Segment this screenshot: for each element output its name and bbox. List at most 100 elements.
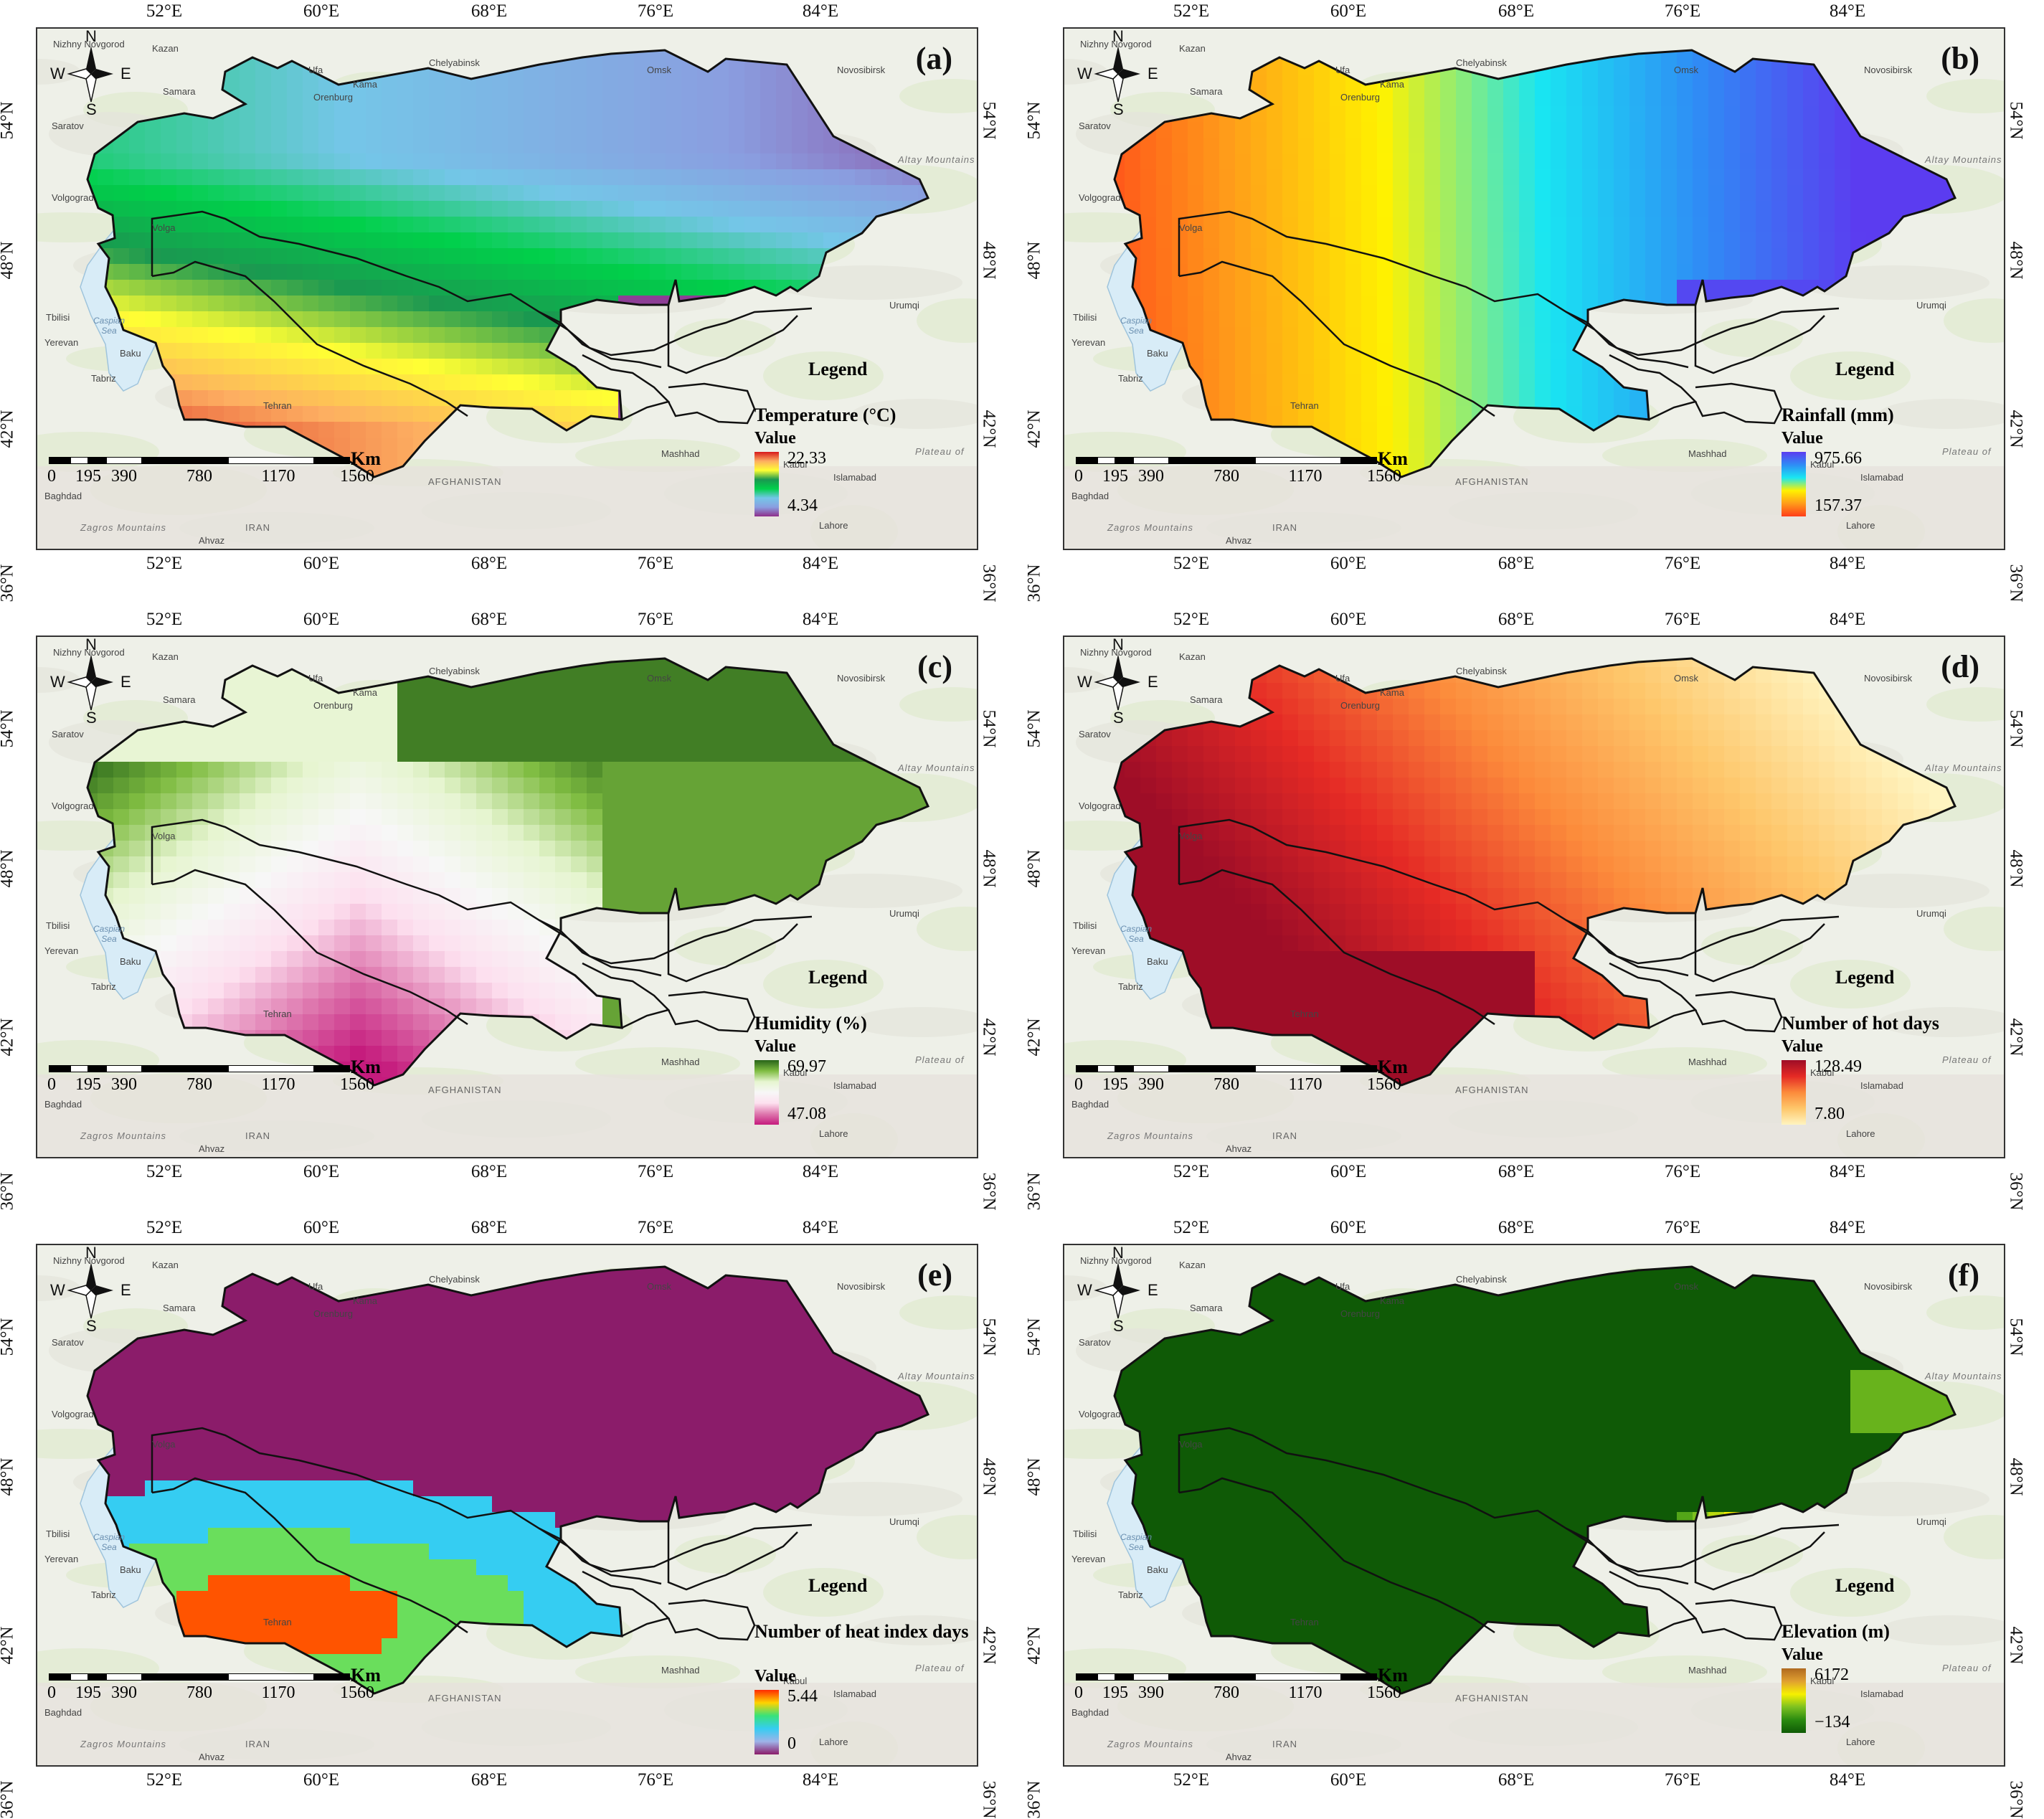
place-label: Volgograd — [1079, 1409, 1121, 1419]
place-label: Tbilisi — [46, 1529, 70, 1539]
place-label: Ufa — [308, 673, 323, 684]
scale-tick: 1170 — [261, 1075, 295, 1095]
place-label: Omsk — [647, 1281, 671, 1292]
scale-tick: 390 — [1138, 1683, 1164, 1703]
place-label: Chelyabinsk — [1456, 666, 1507, 676]
place-label: Altay Mountains — [1925, 762, 2002, 773]
place-label: Kazan — [152, 1260, 179, 1270]
place-label: Volga — [1179, 222, 1203, 233]
place-label: Kazan — [1179, 1260, 1206, 1270]
legend-title: Legend — [1835, 359, 1894, 380]
longitude-tick-bottom: 84°E — [803, 554, 838, 574]
place-label: IRAN — [1272, 1130, 1297, 1141]
scale-tick: 390 — [1138, 467, 1164, 486]
scale-tick: 195 — [1102, 1075, 1128, 1095]
place-label: Samara — [163, 1303, 196, 1313]
scale-tick: 195 — [75, 1075, 101, 1095]
place-label: Novosibirsk — [1864, 673, 1912, 684]
legend-color-ramp — [1782, 1668, 1806, 1733]
place-label: Altay Mountains — [1925, 1371, 2002, 1381]
longitude-tick-bottom: 60°E — [1330, 554, 1366, 574]
latitude-tick-right: 36°N — [2006, 1780, 2026, 1818]
compass-w: W — [50, 1281, 65, 1300]
legend-value-label: Value — [754, 429, 796, 448]
legend-variable: Temperature (°C) — [754, 405, 978, 426]
scale-tick: 1170 — [1288, 1683, 1322, 1703]
place-label: Saratov — [52, 121, 84, 131]
scale-tick: 0 — [1074, 467, 1083, 486]
latitude-tick-left: 42°N — [0, 410, 18, 448]
longitude-tick-bottom: 84°E — [1830, 554, 1865, 574]
latitude-tick-right: 54°N — [2006, 1318, 2026, 1356]
place-label: Plateau of — [915, 446, 965, 457]
legend-value-label: Value — [754, 1667, 796, 1686]
longitude-tick-top: 60°E — [1330, 610, 1366, 630]
place-label: IRAN — [1272, 522, 1297, 533]
place-label: Mashhad — [1688, 1665, 1726, 1676]
longitude-tick-bottom: 84°E — [1830, 1770, 1865, 1790]
longitude-tick-top: 76°E — [638, 1218, 673, 1238]
place-label: Chelyabinsk — [429, 57, 480, 68]
scale-tick: 780 — [1213, 1683, 1239, 1703]
longitude-tick-top: 68°E — [1498, 610, 1534, 630]
place-label: Saratov — [1079, 1337, 1111, 1348]
place-label: Saratov — [52, 729, 84, 740]
latitude-tick-right: 42°N — [2006, 1626, 2026, 1664]
scale-tick: 780 — [1213, 1075, 1239, 1095]
legend-value-label: Value — [1782, 1645, 1823, 1665]
longitude-tick-bottom: 84°E — [803, 1162, 838, 1182]
longitude-tick-top: 84°E — [1830, 1, 1865, 22]
latitude-tick-right: 48°N — [2006, 1457, 2026, 1496]
longitude-tick-top: 84°E — [803, 610, 838, 630]
longitude-tick-top: 52°E — [146, 610, 182, 630]
longitude-tick-top: 76°E — [1665, 1, 1700, 22]
place-label: Ahvaz — [1226, 535, 1252, 546]
longitude-tick-bottom: 68°E — [471, 1770, 507, 1790]
scale-tick: 1560 — [340, 1683, 374, 1703]
place-label: Lahore — [1846, 1128, 1875, 1139]
place-label: Tabriz — [91, 373, 116, 384]
place-label: Omsk — [647, 673, 671, 684]
compass-e: E — [120, 673, 131, 691]
compass-n: N — [1112, 27, 1124, 46]
latitude-tick-left: 48°N — [0, 1457, 18, 1496]
compass-s: S — [86, 1317, 97, 1336]
compass-w: W — [1077, 65, 1092, 83]
latitude-tick-right: 54°N — [979, 1318, 999, 1356]
longitude-tick-bottom: 76°E — [1665, 1162, 1700, 1182]
place-label: Plateau of — [915, 1663, 965, 1673]
longitude-tick-bottom: 52°E — [1173, 1770, 1209, 1790]
panel-label: (e) — [917, 1257, 952, 1293]
place-label: Kama — [353, 1295, 377, 1306]
legend-high-value: 5.44 — [787, 1687, 818, 1706]
place-label: Orenburg — [1340, 1308, 1380, 1319]
compass-e: E — [1148, 673, 1158, 691]
latitude-tick-right: 48°N — [979, 1457, 999, 1496]
place-label: Novosibirsk — [837, 1281, 885, 1292]
place-label: Basra — [1136, 548, 1160, 550]
place-label: Mashhad — [661, 448, 699, 459]
place-label: Mashhad — [1688, 1057, 1726, 1067]
place-label: Baku — [120, 1564, 141, 1575]
place-label: Islamabad — [1860, 1080, 1903, 1091]
latitude-tick-right: 36°N — [2006, 1172, 2026, 1210]
longitude-tick-top: 60°E — [1330, 1218, 1366, 1238]
place-label: Basra — [109, 1156, 133, 1158]
place-label: Kama — [353, 687, 377, 698]
place-label: Altay Mountains — [898, 154, 975, 165]
place-label: Chelyabinsk — [429, 666, 480, 676]
place-label: IRAN — [245, 1739, 270, 1749]
place-label: IRAN — [245, 1130, 270, 1141]
latitude-tick-right: 36°N — [2006, 564, 2026, 602]
